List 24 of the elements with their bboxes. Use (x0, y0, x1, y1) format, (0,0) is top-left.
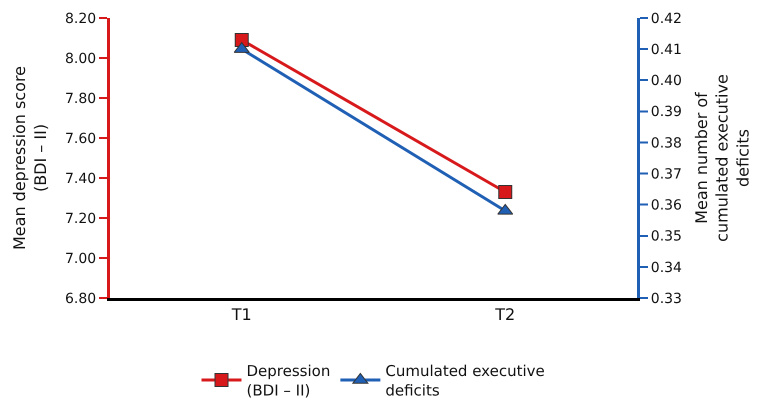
y2-tick-label: 0.35 (650, 228, 682, 245)
y-tick-label: 7.40 (65, 170, 96, 187)
y-tick-label: 8.00 (65, 50, 96, 67)
y2-tick-label: 0.42 (650, 10, 682, 27)
y2-tick-label: 0.39 (650, 104, 682, 120)
y-tick-label: 7.60 (65, 130, 96, 147)
legend-label: Depression (BDI – II) (246, 362, 330, 400)
y2-tick-label: 0.40 (650, 73, 682, 90)
y-axis-title: Mean depression score (BDI – II) (10, 66, 50, 250)
x-tick-label: T1 (230, 305, 252, 324)
y-tick-label: 7.00 (65, 250, 96, 267)
x-tick-label: T2 (494, 305, 516, 324)
y2-axis-title: Mean number of cumulated executive deficits (692, 74, 752, 242)
y2-tick-label: 0.37 (650, 166, 682, 182)
y2-tick-label: 0.41 (650, 42, 682, 58)
y-tick-label: 8.20 (65, 10, 96, 27)
y2-tick-label: 0.38 (650, 135, 682, 152)
y-tick-label: 6.80 (65, 290, 96, 307)
legend-label: Cumulated executive deficits (385, 362, 545, 400)
y-tick-label: 7.20 (65, 210, 96, 227)
y2-tick-label: 0.33 (650, 290, 682, 307)
y-tick-label: 7.80 (65, 90, 96, 107)
y2-tick-label: 0.36 (650, 198, 682, 214)
y2-tick-label: 0.34 (650, 260, 682, 276)
